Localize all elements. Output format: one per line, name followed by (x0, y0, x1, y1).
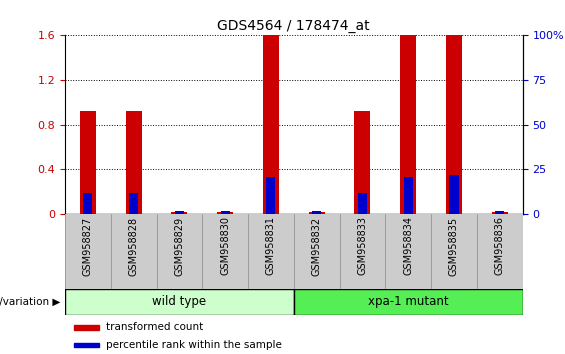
Bar (354, 112, 371, 214)
Bar (83, 193, 93, 214)
Text: GSM958827: GSM958827 (83, 216, 93, 276)
Text: GSM958831: GSM958831 (266, 216, 276, 275)
Bar (171, 212, 188, 214)
Bar (263, 35, 279, 214)
Bar (400, 35, 416, 214)
Bar (312, 211, 321, 214)
Bar (266, 177, 276, 214)
Bar (80, 112, 96, 214)
Bar (492, 212, 508, 214)
Text: GSM958830: GSM958830 (220, 216, 230, 275)
Bar (403, 177, 413, 214)
Text: xpa-1 mutant: xpa-1 mutant (368, 295, 449, 308)
Text: genotype/variation ▶: genotype/variation ▶ (0, 297, 60, 307)
Bar (449, 175, 459, 214)
Bar (220, 211, 230, 214)
Bar (308, 212, 325, 214)
Text: GSM958829: GSM958829 (175, 216, 184, 275)
Bar (129, 193, 138, 214)
Text: GSM958834: GSM958834 (403, 216, 413, 275)
Bar (294, 289, 523, 315)
Text: transformed count: transformed count (106, 322, 203, 332)
Text: GSM958833: GSM958833 (358, 216, 367, 275)
Title: GDS4564 / 178474_at: GDS4564 / 178474_at (218, 19, 370, 33)
Text: GSM958836: GSM958836 (495, 216, 505, 275)
Bar (125, 112, 142, 214)
Text: GSM958832: GSM958832 (312, 216, 321, 275)
Bar (495, 211, 505, 214)
Bar (74, 325, 99, 330)
Bar (358, 193, 367, 214)
Text: wild type: wild type (153, 295, 206, 308)
Bar (65, 289, 294, 315)
Bar (217, 212, 233, 214)
Bar (74, 343, 99, 347)
Bar (175, 211, 184, 214)
Text: GSM958828: GSM958828 (129, 216, 138, 275)
Text: percentile rank within the sample: percentile rank within the sample (106, 340, 281, 350)
Text: GSM958835: GSM958835 (449, 216, 459, 275)
Bar (446, 35, 462, 214)
